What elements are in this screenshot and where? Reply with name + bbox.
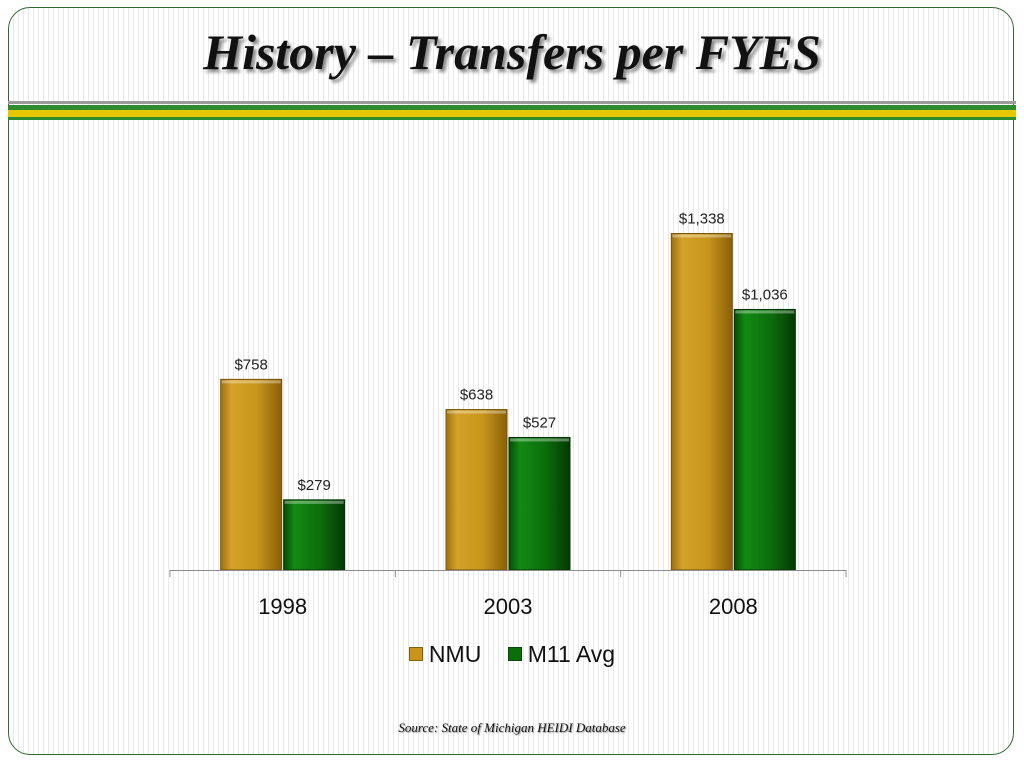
header-rule-green-lower bbox=[8, 117, 1016, 120]
bar-m11-avg-2003 bbox=[508, 436, 571, 571]
value-label-m11-avg-1998: $279 bbox=[297, 477, 330, 494]
header-rule-grey bbox=[8, 101, 1016, 104]
x-tick-label-2008: 2008 bbox=[709, 594, 758, 619]
bar-highlight-m11-avg-2008 bbox=[735, 310, 795, 314]
bar-m11-avg-1998 bbox=[283, 499, 346, 571]
bar-highlight-nmu-2008 bbox=[672, 234, 732, 238]
header-rule-yellow bbox=[8, 110, 1016, 117]
value-label-nmu-2008: $1,338 bbox=[679, 210, 725, 227]
value-label-nmu-1998: $758 bbox=[234, 356, 267, 373]
value-label-nmu-2003: $638 bbox=[460, 387, 493, 404]
value-label-m11-avg-2008: $1,036 bbox=[742, 286, 788, 303]
x-tick-label-2003: 2003 bbox=[484, 594, 533, 619]
bar-m11-avg-2008 bbox=[733, 308, 796, 571]
legend-label-m11-avg: M11 Avg bbox=[527, 641, 616, 668]
bar-highlight-m11-avg-2003 bbox=[510, 438, 569, 442]
bar-nmu-2003 bbox=[445, 409, 508, 571]
x-axis: 1998 2003 2008 bbox=[169, 570, 847, 619]
source-note: Source: State of Michigan HEIDI Database bbox=[398, 720, 626, 735]
bars-layer bbox=[220, 232, 796, 571]
legend-swatch-m11-avg bbox=[507, 647, 522, 662]
slide-frame bbox=[8, 7, 1014, 755]
bar-highlight-nmu-2003 bbox=[447, 410, 506, 414]
slide-title: History – Transfers per FYES bbox=[203, 24, 821, 80]
legend-item-nmu: NMU bbox=[408, 641, 482, 668]
chart-legend: NMU M11 Avg bbox=[0, 640, 1024, 668]
legend-item-m11-avg: M11 Avg bbox=[507, 641, 616, 668]
bar-highlight-nmu-1998 bbox=[221, 380, 281, 384]
bar-highlight-m11-avg-1998 bbox=[284, 500, 344, 504]
bar-nmu-1998 bbox=[220, 378, 283, 571]
legend-label-nmu: NMU bbox=[428, 641, 482, 668]
legend-swatch-nmu bbox=[408, 647, 423, 662]
x-tick-label-1998: 1998 bbox=[258, 594, 307, 619]
bar-nmu-2008 bbox=[670, 232, 733, 571]
value-labels-layer: $758 $279 $638 $527 $1,338 $1,036 bbox=[234, 210, 787, 493]
value-label-m11-avg-2003: $527 bbox=[523, 414, 556, 431]
header-rule-green bbox=[8, 105, 1016, 110]
